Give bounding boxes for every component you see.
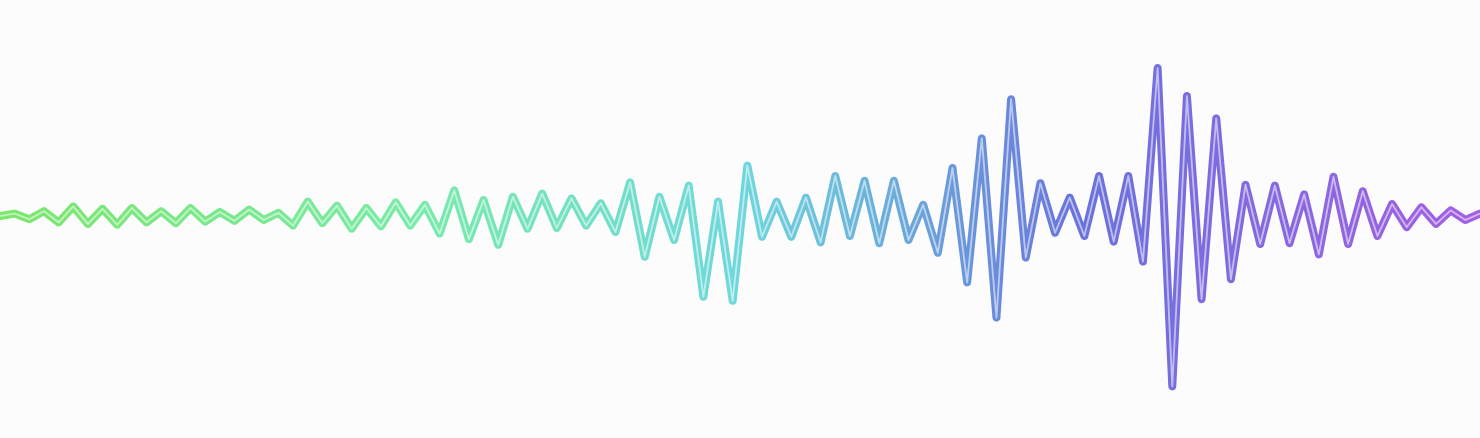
waveform-highlight bbox=[0, 67, 1480, 388]
waveform-group bbox=[0, 64, 1480, 391]
